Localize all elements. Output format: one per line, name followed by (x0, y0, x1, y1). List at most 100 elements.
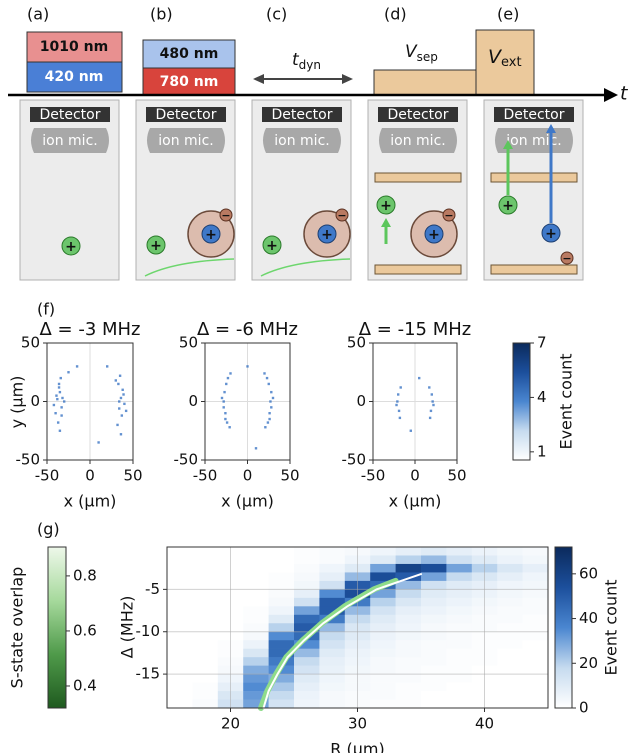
detector-label: Detector (387, 107, 448, 123)
point (222, 406, 225, 409)
trajectory (144, 258, 235, 277)
x-axis-label: R (µm) (330, 740, 384, 753)
point (399, 386, 402, 389)
heat-cell (421, 631, 447, 641)
detector (378, 107, 458, 122)
heat-cell (268, 682, 295, 692)
heat-cell (522, 640, 549, 649)
ion-microscope (495, 128, 573, 153)
colorbar-label: S-state overlap (8, 567, 27, 689)
x-tick-label: 20 (221, 715, 240, 733)
heat-cell (192, 580, 219, 590)
heat-cell (497, 589, 523, 599)
ion-mic-label: ion mic. (506, 133, 561, 149)
point (268, 417, 271, 421)
charge-sign: + (205, 227, 217, 243)
heat-cell (167, 657, 193, 666)
heat-cell (167, 640, 193, 649)
heat-cell (319, 631, 346, 641)
heat-cell (319, 589, 346, 599)
heat-cell (522, 614, 549, 624)
point (120, 414, 124, 417)
arrow-head (342, 74, 353, 84)
detector (494, 107, 574, 122)
heat-cell (522, 606, 549, 616)
x-tick-label: 0 (243, 467, 253, 485)
point (266, 421, 270, 424)
colorbar (554, 546, 573, 709)
colorbar-tick-label: 60 (579, 564, 598, 582)
heat-cell (446, 640, 473, 649)
heat-cell (370, 555, 396, 565)
heat-cell (192, 640, 219, 649)
y-tick-label: -50 (342, 451, 367, 469)
electron (219, 208, 233, 222)
plot-frame (46, 342, 134, 461)
colorbar-tick-label: 20 (579, 654, 598, 672)
ion (376, 195, 396, 215)
heat-cell (294, 606, 320, 616)
heat-cell (522, 657, 549, 666)
heat-cell (497, 665, 523, 675)
heat-cell (497, 614, 523, 624)
ion-microscope (263, 128, 341, 153)
heat-cell (395, 547, 422, 556)
point (52, 403, 56, 407)
heat-cell (522, 589, 549, 599)
heat-cell (446, 631, 473, 641)
heat-cell (446, 623, 473, 633)
x-tick-label: -50 (361, 467, 386, 485)
heat-cell (446, 614, 473, 624)
heat-cell (319, 597, 346, 607)
point (264, 426, 267, 429)
heat-cell (243, 699, 269, 709)
heat-cell (370, 597, 396, 607)
point (118, 407, 121, 410)
heat-cell (421, 682, 447, 692)
laser-label: 1010 nm (40, 39, 108, 55)
point (225, 382, 228, 386)
heat-cell (319, 563, 346, 573)
heat-cell (268, 614, 295, 624)
heat-cell (319, 640, 346, 649)
heat-cell (243, 580, 269, 590)
y-tick-label: -50 (16, 451, 41, 469)
point (59, 376, 62, 380)
heat-cell (446, 665, 473, 675)
heat-cell (395, 699, 422, 709)
x-tick-label: 50 (123, 467, 142, 485)
heat-cell (243, 572, 269, 582)
heat-cell (192, 691, 219, 700)
heat-cell (421, 648, 447, 658)
colorbar-tick-label: 4 (537, 388, 547, 406)
heat-cell (446, 589, 473, 599)
plot-frame (204, 342, 291, 461)
ion (424, 224, 444, 244)
point (220, 396, 224, 400)
heat-cell (446, 699, 473, 709)
point (254, 447, 258, 450)
heat-cell (421, 665, 447, 675)
heat-cell (395, 691, 422, 700)
heat-cell (395, 648, 422, 658)
x-tick-label: 0 (85, 467, 95, 485)
heat-cell (370, 563, 396, 573)
heat-cell (370, 631, 396, 641)
heat-cell (192, 597, 219, 607)
point (117, 382, 120, 386)
heat-cell (446, 606, 473, 616)
heat-cell (268, 699, 295, 709)
heat-cell (167, 614, 193, 624)
point (263, 372, 266, 375)
heat-cell (243, 614, 269, 624)
point (268, 412, 271, 415)
heat-cell (167, 623, 193, 633)
heat-cell (522, 631, 549, 641)
heat-cell (522, 580, 549, 590)
detector (30, 107, 110, 122)
heat-cell (243, 606, 269, 616)
heat-cell (319, 555, 346, 565)
heat-cell (421, 623, 447, 633)
curve (262, 573, 422, 709)
v-ext-pulse (475, 29, 535, 96)
